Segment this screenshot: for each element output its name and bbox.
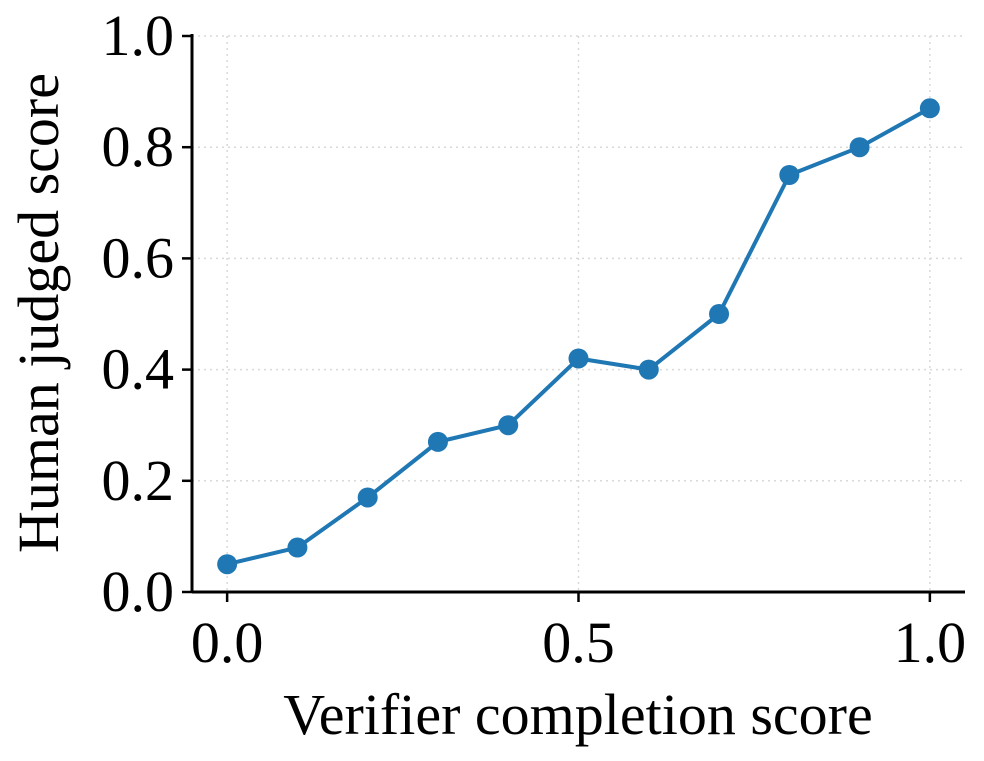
data-point	[638, 359, 659, 380]
y-tick-label: 0.4	[102, 337, 175, 402]
series	[217, 98, 940, 575]
y-tick-label: 0.6	[102, 225, 175, 290]
data-point	[498, 415, 519, 436]
data-point	[427, 431, 448, 452]
x-axis-label: Verifier completion score	[283, 682, 872, 747]
x-tick-label: 0.0	[191, 610, 264, 675]
grid	[192, 35, 965, 593]
data-point	[287, 537, 308, 558]
y-tick-label: 0.8	[102, 114, 175, 179]
data-point	[709, 304, 730, 324]
x-tick-label: 0.5	[542, 610, 615, 675]
y-tick-label: 0.2	[102, 448, 175, 513]
data-point	[919, 98, 940, 119]
data-point	[568, 348, 589, 369]
y-tick-label: 1.0	[102, 3, 175, 68]
data-point	[357, 487, 378, 508]
x-tick-label: 1.0	[894, 610, 967, 675]
data-point	[217, 554, 238, 575]
y-tick-label: 0.0	[102, 559, 175, 624]
y-axis-label: Human judged score	[6, 73, 71, 553]
ticks: 0.0 0.5 1.0 0.0 0.2 0.4 0.6 0.8 1.0	[102, 3, 967, 675]
data-point	[779, 165, 800, 185]
data-point	[849, 137, 870, 158]
